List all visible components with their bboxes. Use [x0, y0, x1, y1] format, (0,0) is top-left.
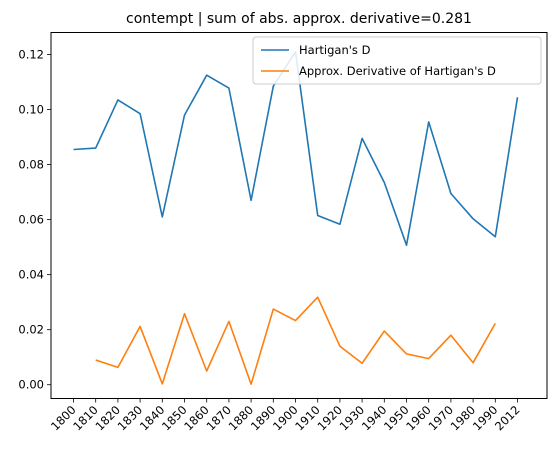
x-tick-label: 1860	[181, 403, 212, 434]
x-tick-label: 1900	[270, 403, 301, 434]
y-tick-label: 0.08	[18, 158, 44, 172]
x-tick-label: 1820	[92, 403, 123, 434]
x-tick-label: 1920	[314, 403, 345, 434]
legend-box	[252, 36, 542, 85]
chart-title: contempt | sum of abs. approx. derivativ…	[126, 11, 472, 27]
y-tick-label: 0.02	[18, 323, 44, 337]
x-tick-label: 1990	[470, 403, 501, 434]
x-tick-label: 1840	[137, 403, 168, 434]
x-tick-label: 1810	[70, 403, 101, 434]
x-tick-label: 1970	[425, 403, 456, 434]
x-tick-label: 1850	[159, 403, 190, 434]
x-tick-label: 1880	[226, 403, 257, 434]
plot-area	[73, 50, 519, 386]
y-tick-label: 0.12	[18, 48, 44, 62]
y-tick-label: 0.06	[18, 213, 44, 227]
y-tick-label: 0.10	[18, 103, 44, 117]
x-tick-label: 1830	[115, 403, 146, 434]
x-axis: 1800181018201830184018501860187018801890…	[48, 398, 523, 434]
legend-label: Approx. Derivative of Hartigan's D	[299, 64, 496, 78]
x-tick-label: 1800	[48, 403, 79, 434]
y-tick-label: 0.04	[18, 268, 44, 282]
series-line-1	[95, 296, 496, 386]
x-tick-label: 1940	[359, 403, 390, 434]
x-tick-label: 1980	[448, 403, 479, 434]
y-tick-label: 0.00	[18, 378, 44, 392]
x-tick-label: 1870	[203, 403, 234, 434]
x-tick-label: 1950	[381, 403, 412, 434]
y-axis: 0.00 0.02 0.04 0.06 0.08 0.10 0.12	[18, 48, 51, 392]
x-tick-label: 1910	[292, 403, 323, 434]
plot-frame	[50, 32, 548, 399]
x-tick-label: 2012	[492, 403, 523, 434]
x-tick-label: 1930	[337, 403, 368, 434]
legend-label: Hartigan's D	[299, 43, 371, 57]
x-tick-label: 1960	[403, 403, 434, 434]
x-tick-label: 1890	[248, 403, 279, 434]
legend: Hartigan's D Approx. Derivative of Hartig…	[252, 36, 542, 85]
